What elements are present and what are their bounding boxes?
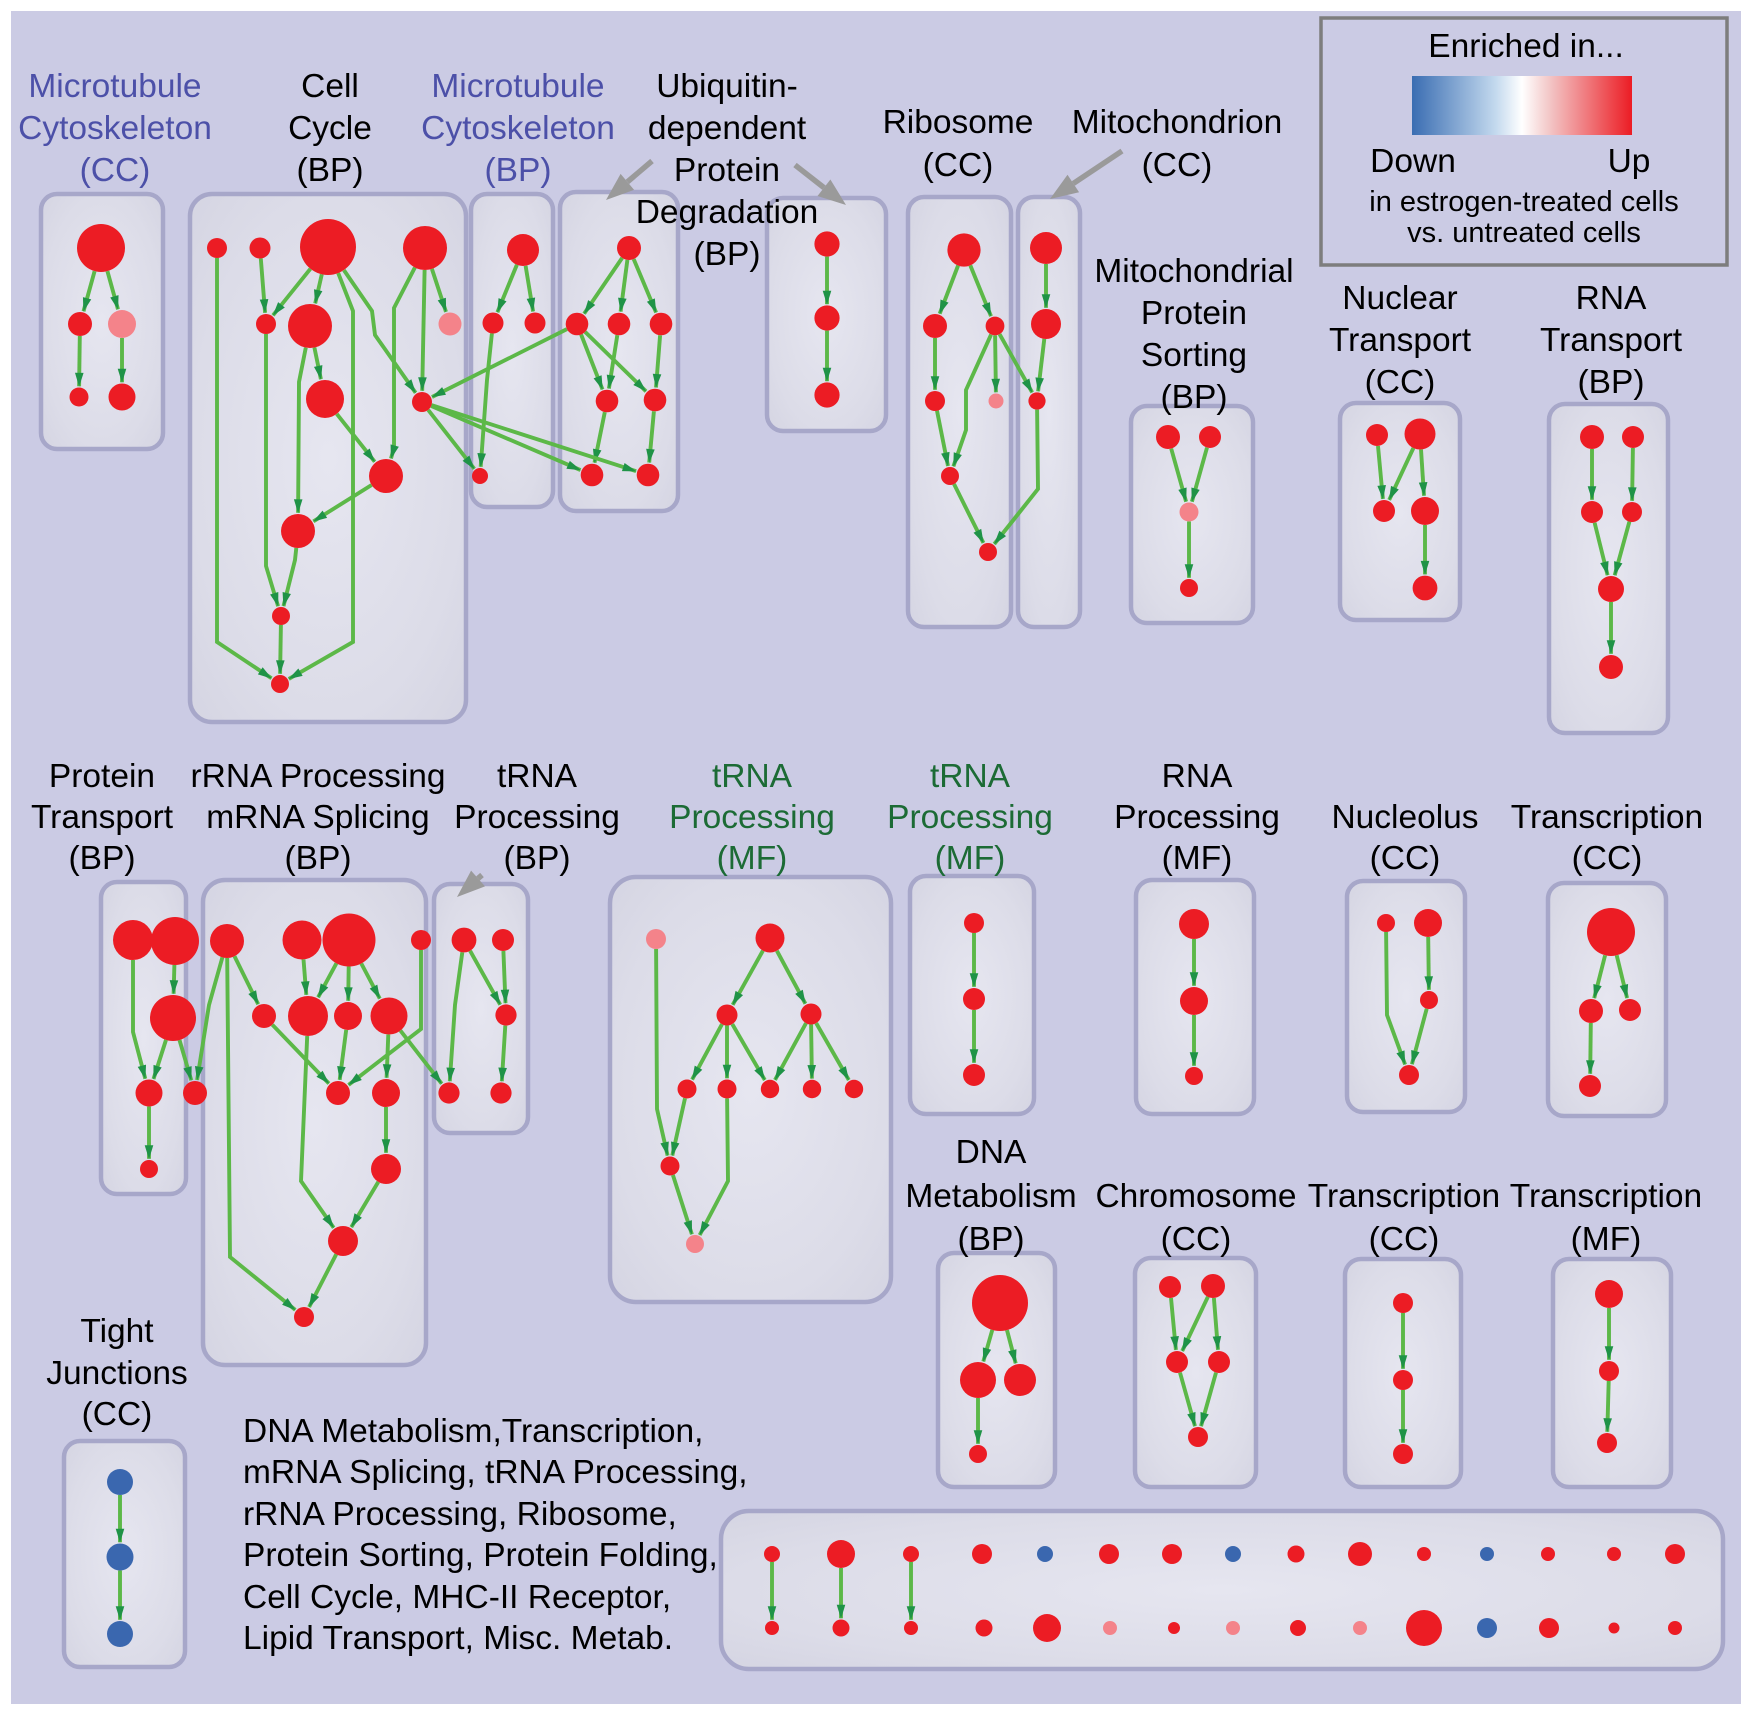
svg-text:RNA: RNA [1162,758,1233,795]
svg-text:(BP): (BP) [958,1221,1025,1258]
svg-text:(BP): (BP) [1161,379,1228,416]
svg-text:Ribosome: Ribosome [883,104,1034,141]
svg-text:tRNA: tRNA [497,758,578,795]
svg-text:Transcription: Transcription [1511,799,1703,836]
svg-text:mRNA Splicing, tRNA Processing: mRNA Splicing, tRNA Processing, [243,1454,748,1491]
svg-text:Protein: Protein [674,152,780,189]
svg-text:RNA: RNA [1576,280,1647,317]
svg-text:(BP): (BP) [485,152,552,189]
svg-text:Cytoskeleton: Cytoskeleton [18,110,212,147]
svg-text:Lipid Transport, Misc. Metab.: Lipid Transport, Misc. Metab. [243,1620,673,1657]
svg-text:Up: Up [1608,143,1651,180]
svg-text:Microtubule: Microtubule [28,68,201,105]
svg-text:(CC): (CC) [1572,840,1643,877]
svg-text:DNA Metabolism,Transcription,: DNA Metabolism,Transcription, [243,1413,703,1450]
svg-text:rRNA Processing, Ribosome,: rRNA Processing, Ribosome, [243,1496,677,1533]
svg-text:(CC): (CC) [1161,1221,1232,1258]
svg-text:(BP): (BP) [694,236,761,273]
svg-text:(MF): (MF) [1162,840,1233,877]
svg-text:Processing: Processing [1114,799,1280,836]
svg-text:Junctions: Junctions [46,1355,188,1392]
svg-text:(BP): (BP) [504,840,571,877]
svg-text:rRNA Processing: rRNA Processing [190,758,445,795]
svg-text:(CC): (CC) [923,147,994,184]
svg-text:Cycle: Cycle [288,110,372,147]
svg-text:Transport: Transport [31,799,174,836]
svg-text:(CC): (CC) [82,1396,153,1433]
svg-text:DNA: DNA [956,1134,1027,1171]
svg-text:Mitochondrion: Mitochondrion [1072,104,1282,141]
svg-text:mRNA Splicing: mRNA Splicing [206,799,429,836]
svg-text:Transcription: Transcription [1510,1178,1702,1215]
svg-text:Cell Cycle, MHC-II Receptor,: Cell Cycle, MHC-II Receptor, [243,1579,671,1616]
svg-text:Chromosome: Chromosome [1095,1178,1296,1215]
svg-text:Cell: Cell [301,68,359,105]
svg-text:(MF): (MF) [717,840,788,877]
svg-text:Transport: Transport [1329,322,1472,359]
svg-text:vs. untreated cells: vs. untreated cells [1407,217,1641,249]
svg-text:tRNA: tRNA [712,758,793,795]
svg-text:(CC): (CC) [1369,1221,1440,1258]
svg-text:in estrogen-treated cells: in estrogen-treated cells [1369,186,1679,218]
svg-text:Processing: Processing [669,799,835,836]
svg-text:(CC): (CC) [1142,147,1213,184]
svg-text:(BP): (BP) [69,840,136,877]
svg-text:(BP): (BP) [297,152,364,189]
svg-text:(BP): (BP) [285,840,352,877]
svg-text:Tight: Tight [80,1313,154,1350]
svg-text:Nucleolus: Nucleolus [1331,799,1478,836]
svg-text:(MF): (MF) [935,840,1006,877]
svg-text:Transport: Transport [1540,322,1683,359]
svg-text:Protein: Protein [1141,295,1247,332]
svg-text:Microtubule: Microtubule [431,68,604,105]
svg-text:Processing: Processing [454,799,620,836]
svg-text:Down: Down [1370,143,1456,180]
svg-text:(CC): (CC) [1365,364,1436,401]
svg-text:Sorting: Sorting [1141,337,1247,374]
svg-text:(CC): (CC) [1370,840,1441,877]
svg-text:Enriched in...: Enriched in... [1428,28,1624,65]
svg-text:Protein: Protein [49,758,155,795]
svg-text:Degradation: Degradation [636,194,819,231]
svg-text:Mitochondrial: Mitochondrial [1094,253,1293,290]
svg-text:tRNA: tRNA [930,758,1011,795]
svg-text:(BP): (BP) [1578,364,1645,401]
svg-text:dependent: dependent [648,110,807,147]
svg-text:Metabolism: Metabolism [905,1178,1076,1215]
svg-text:Cytoskeleton: Cytoskeleton [421,110,615,147]
svg-text:Processing: Processing [887,799,1053,836]
svg-text:Protein Sorting, Protein Foldi: Protein Sorting, Protein Folding, [243,1537,718,1574]
svg-text:(MF): (MF) [1571,1221,1642,1258]
svg-text:Ubiquitin-: Ubiquitin- [656,68,798,105]
svg-text:Nuclear: Nuclear [1342,280,1457,317]
svg-text:Transcription: Transcription [1308,1178,1500,1215]
svg-text:(CC): (CC) [80,152,151,189]
